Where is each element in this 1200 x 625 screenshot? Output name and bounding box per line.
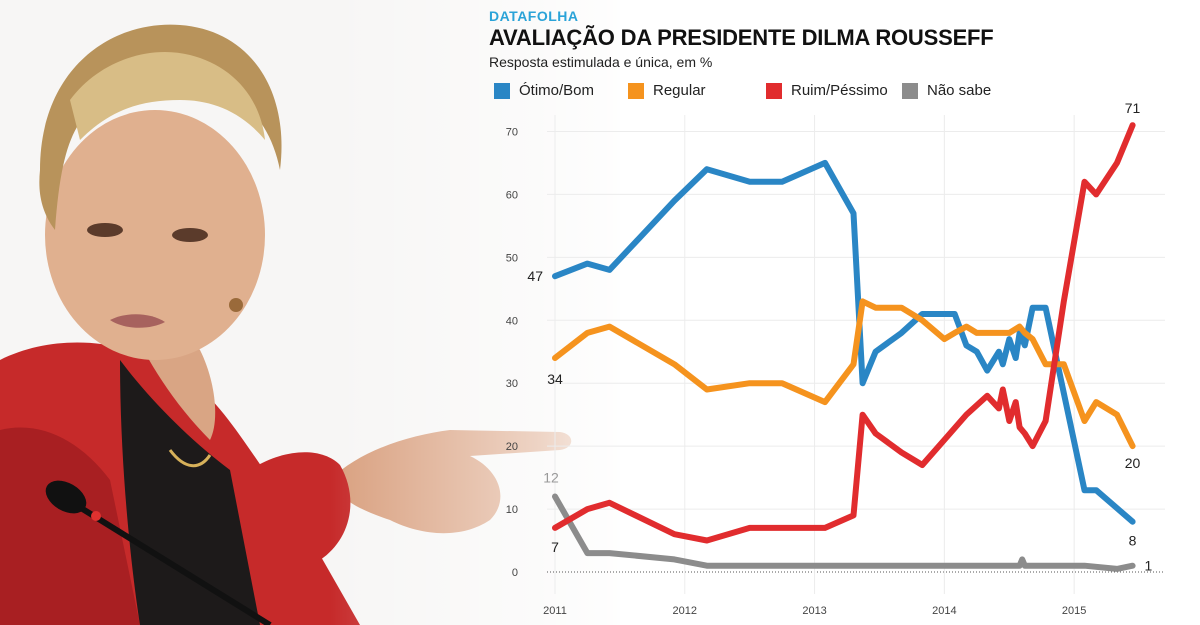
data-label-start: 12	[543, 469, 559, 485]
legend-label: Regular	[653, 82, 706, 99]
legend-swatch	[628, 82, 644, 99]
x-tick-label: 2014	[932, 605, 956, 617]
y-tick-label: 40	[506, 315, 518, 327]
y-tick-label: 0	[512, 567, 518, 579]
data-label-start: 7	[551, 539, 559, 555]
series-line-n-o-sabe	[552, 493, 1136, 572]
chart-title: AVALIAÇÃO DA PRESIDENTE DILMA ROUSSEFF	[489, 25, 994, 50]
legend-swatch	[902, 82, 918, 99]
x-tick-label: 2012	[673, 605, 697, 617]
legend-swatch	[766, 82, 782, 99]
data-label-start: 34	[547, 371, 563, 387]
chart-subtitle: Resposta estimulada e única, em %	[489, 54, 713, 70]
chart-header: DATAFOLHA AVALIAÇÃO DA PRESIDENTE DILMA …	[489, 8, 994, 70]
legend-label: Ruim/Péssimo	[791, 82, 888, 99]
legend-swatch	[494, 82, 510, 99]
brand-label: DATAFOLHA	[489, 8, 579, 24]
legend-item-ruim-pessimo: Ruim/Péssimo	[766, 82, 888, 99]
x-tick-label: 2015	[1062, 605, 1086, 617]
axes: 0 10 20 30 40 50 60 70 2011 2012 2013 2014 2015	[506, 126, 1087, 617]
y-tick-label: 30	[506, 378, 518, 390]
series-line-ruim-p-ssimo	[552, 122, 1136, 544]
series-lines	[552, 122, 1136, 572]
legend-item-otimo-bom: Ótimo/Bom	[494, 82, 594, 99]
y-tick-label: 60	[506, 189, 518, 201]
microphone-icon	[45, 480, 272, 625]
legend-item-nao-sabe: Não sabe	[902, 82, 991, 99]
y-tick-label: 20	[506, 441, 518, 453]
x-tick-label: 2011	[543, 605, 567, 617]
data-label-start: 47	[527, 268, 543, 284]
legend-item-regular: Regular	[628, 82, 706, 99]
chart-legend: Ótimo/Bom Regular Ruim/Péssimo Não sabe	[0, 82, 1200, 104]
data-label-end: 1	[1145, 558, 1153, 574]
y-tick-label: 50	[506, 252, 518, 264]
y-tick-label: 10	[506, 504, 518, 516]
legend-label: Não sabe	[927, 82, 992, 99]
legend-label: Ótimo/Bom	[519, 82, 595, 99]
data-label-end: 8	[1129, 533, 1137, 549]
x-tick-label: 2013	[802, 605, 826, 617]
y-tick-label: 70	[506, 126, 518, 138]
data-label-end: 71	[1125, 100, 1141, 116]
data-labels: 47 8 34 20 7 71 12 1	[527, 100, 1152, 574]
data-label-end: 20	[1125, 455, 1141, 471]
